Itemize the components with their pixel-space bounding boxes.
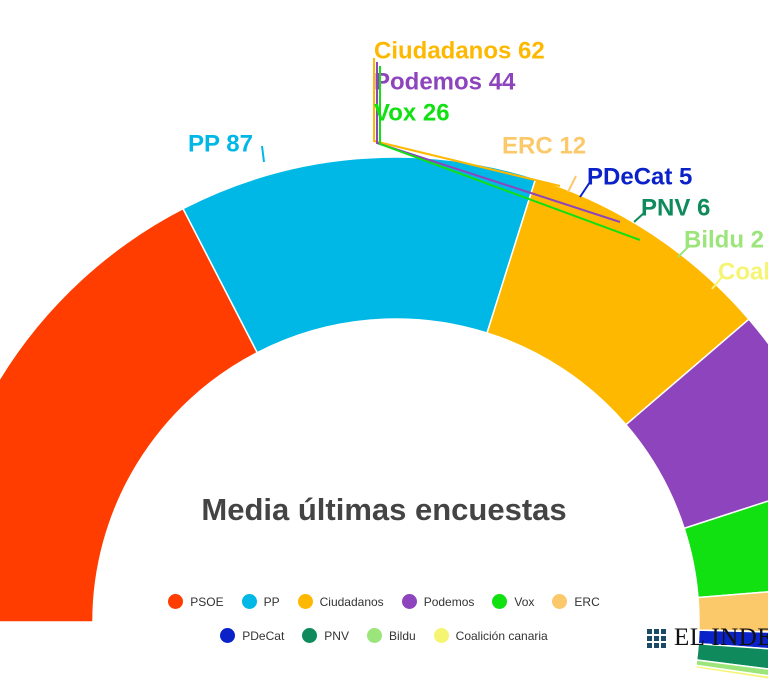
legend-label-pnv: PNV bbox=[324, 628, 349, 643]
legend-item-ciudadanos: Ciudadanos bbox=[297, 594, 384, 609]
chart-title: Media últimas encuestas bbox=[201, 492, 567, 527]
legend-row-1: PSOE PP Ciudadanos Podemos Vox ERC bbox=[0, 594, 768, 609]
legend-swatch-vox bbox=[492, 594, 508, 609]
seat-segment-coalicion-canaria bbox=[694, 664, 768, 680]
legend-swatch-pnv bbox=[302, 628, 318, 643]
legend-item-pp: PP bbox=[241, 594, 280, 609]
seat-segment-vox bbox=[683, 500, 768, 599]
leader-line-pnv bbox=[633, 212, 645, 223]
leader-line-erc bbox=[567, 175, 577, 193]
legend-swatch-coalicion-canaria bbox=[433, 628, 449, 643]
legend-swatch-pp bbox=[241, 594, 257, 609]
data-label-pp: PP 87 bbox=[188, 130, 253, 157]
publisher-name: EL INDE bbox=[674, 624, 768, 651]
data-label-bildu: Bildu 2 bbox=[684, 226, 764, 253]
legend-label-ciudadanos: Ciudadanos bbox=[319, 594, 384, 609]
legend-label-erc: ERC bbox=[574, 594, 600, 609]
legend-item-podemos: Podemos bbox=[401, 594, 475, 609]
legend-item-erc: ERC bbox=[552, 594, 600, 609]
legend-label-bildu: Bildu bbox=[388, 628, 416, 643]
leader-line-bildu bbox=[677, 244, 691, 258]
legend-swatch-erc bbox=[552, 594, 568, 609]
legend-item-pnv: PNV bbox=[302, 628, 349, 643]
legend-label-psoe: PSOE bbox=[190, 594, 224, 609]
legend-item-pdecat: PDeCat bbox=[220, 628, 284, 643]
leader-line-vox bbox=[379, 66, 641, 241]
publisher-logo: EL INDE bbox=[647, 624, 768, 652]
leader-line-pdecat bbox=[579, 181, 591, 198]
seat-segment-podemos bbox=[624, 318, 768, 530]
data-label-pnv: PNV 6 bbox=[641, 194, 710, 221]
legend-item-vox: Vox bbox=[492, 594, 534, 609]
legend-row-2: PDeCat PNV Bildu Coalición canaria bbox=[0, 628, 768, 643]
legend-item-bildu: Bildu bbox=[366, 628, 416, 643]
legend-label-podemos: Podemos bbox=[423, 594, 475, 609]
legend-item-psoe: PSOE bbox=[168, 594, 224, 609]
legend-swatch-psoe bbox=[168, 594, 184, 609]
legend-label-pdecat: PDeCat bbox=[242, 628, 285, 643]
legend-swatch-bildu bbox=[366, 628, 382, 643]
legend-swatch-podemos bbox=[401, 594, 417, 609]
legend-swatch-ciudadanos bbox=[297, 594, 313, 609]
leader-line-coalicion-canaria bbox=[711, 276, 723, 290]
leader-line-pp bbox=[261, 145, 265, 163]
seat-segment-psoe bbox=[0, 207, 259, 623]
grid-logo-icon bbox=[647, 628, 666, 648]
legend-item-coalicion-canaria: Coalición canaria bbox=[433, 628, 548, 643]
legend-label-vox: Vox bbox=[514, 594, 535, 609]
leader-line-ciudadanos bbox=[373, 58, 561, 187]
data-label-vox: Vox 26 bbox=[374, 99, 450, 126]
data-label-coalicion-canaria: Coal bbox=[718, 258, 768, 285]
legend-label-pp: PP bbox=[263, 594, 280, 609]
data-label-podemos: Podemos 44 bbox=[374, 68, 516, 95]
data-label-erc: ERC 12 bbox=[502, 132, 586, 159]
legend-label-coalicion-canaria: Coalición canaria bbox=[455, 628, 548, 643]
data-label-pdecat: PDeCat 5 bbox=[587, 163, 692, 190]
leader-line-podemos bbox=[376, 62, 621, 223]
data-label-ciudadanos: Ciudadanos 62 bbox=[374, 37, 545, 64]
legend-swatch-pdecat bbox=[220, 628, 236, 643]
